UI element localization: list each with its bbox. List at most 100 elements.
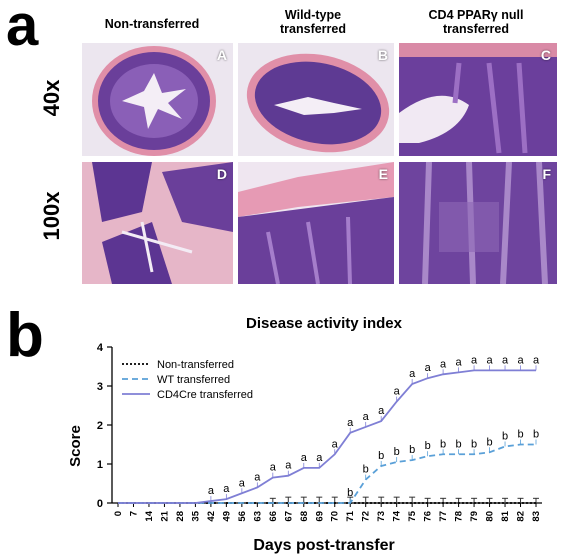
x-tick-label: 7 <box>128 511 139 516</box>
significance-label: a <box>223 483 230 495</box>
x-tick-label: 74 <box>392 510 403 521</box>
significance-label: a <box>486 354 493 366</box>
series-1: bbb b b b b b b b b b b <box>118 429 539 504</box>
x-tick-label: 63 <box>252 511 263 522</box>
significance-label: b <box>409 444 415 456</box>
colon-tissue-image <box>399 162 557 284</box>
tile-letter: C <box>540 47 551 63</box>
significance-label: a <box>332 438 339 450</box>
significance-label: a <box>440 358 447 370</box>
significance-label: a <box>456 356 463 368</box>
x-tick-label: 76 <box>423 511 434 522</box>
x-tick-label: 83 <box>531 511 542 522</box>
y-tick-label: 2 <box>97 420 103 432</box>
chart-title: Disease activity index <box>246 315 403 332</box>
significance-label: b <box>440 438 446 450</box>
significance-label: b <box>517 429 523 441</box>
significance-label: b <box>471 438 477 450</box>
x-tick-label: 81 <box>500 510 511 521</box>
micrograph-tile-b: B <box>238 43 394 156</box>
x-tick-label: 56 <box>237 511 248 522</box>
series-line <box>118 369 536 504</box>
tile-letter: A <box>216 47 227 63</box>
column-header-line: transferred <box>280 22 346 36</box>
significance-label: b <box>347 487 353 499</box>
tile-letter: F <box>542 166 551 182</box>
y-tick-label: 1 <box>97 459 103 471</box>
tile-letter: B <box>377 47 388 63</box>
micrograph-tile-e: E <box>238 162 394 284</box>
micrograph-tile-d: D <box>82 162 233 284</box>
significance-label: b <box>425 440 431 452</box>
x-tick-label: 77 <box>438 511 449 522</box>
tile-letter: D <box>216 166 227 182</box>
x-tick-label: 35 <box>190 510 201 521</box>
significance-label: b <box>486 436 492 448</box>
x-tick-label: 0 <box>113 511 124 516</box>
y-tick-label: 3 <box>97 381 103 393</box>
significance-label: b <box>363 464 369 476</box>
y-axis-label: Score <box>67 425 84 467</box>
significance-label: a <box>208 485 215 497</box>
significance-label: a <box>347 417 354 429</box>
legend-label: WT transferred <box>157 374 230 386</box>
series-2: a a a aa aa aaa a aaa a a a a a a a a <box>118 354 540 504</box>
series-line <box>118 443 536 504</box>
micrograph-tile-f: F <box>399 162 557 284</box>
micrograph-tile-c: C <box>399 43 557 156</box>
x-tick-label: 68 <box>299 511 310 522</box>
significance-label: b <box>394 446 400 458</box>
x-tick-label: 73 <box>376 511 387 522</box>
colon-tissue-image <box>238 162 394 284</box>
significance-label: a <box>471 354 478 366</box>
micrograph-tile-a: A <box>82 43 233 156</box>
x-tick-label: 78 <box>454 511 465 522</box>
significance-label: a <box>425 362 432 374</box>
column-header-line: transferred <box>443 22 509 36</box>
x-tick-label: 69 <box>314 511 325 522</box>
x-tick-label: 28 <box>175 511 186 522</box>
x-tick-label: 72 <box>361 511 372 522</box>
significance-label: b <box>502 430 508 442</box>
column-header-line: CD4 PPARγ null <box>428 8 524 22</box>
x-tick-label: 14 <box>144 510 155 521</box>
x-tick-label: 75 <box>407 510 418 521</box>
column-header-wild-type: Wild-type transferred <box>238 8 388 36</box>
significance-label: a <box>239 477 246 489</box>
significance-label: a <box>409 368 416 380</box>
x-tick-label: 67 <box>283 511 294 522</box>
colon-cross-section-image <box>399 43 557 156</box>
colon-tissue-image <box>82 162 233 284</box>
y-tick-label: 4 <box>97 342 104 354</box>
x-tick-label: 49 <box>221 511 232 522</box>
panel-b-letter: b <box>6 301 44 370</box>
x-axis-label: Days post-transfer <box>253 537 394 554</box>
colon-cross-section-image <box>238 43 394 156</box>
chart-series: bbb b b b b b b b b b ba a a aa aa aaa a aaa a a a a a a a a <box>118 354 540 504</box>
significance-label: a <box>285 460 292 472</box>
x-tick-label: 42 <box>206 511 217 522</box>
significance-label: a <box>316 452 323 464</box>
x-tick-label: 80 <box>485 511 496 522</box>
significance-label: a <box>502 354 509 366</box>
column-header-line: Non-transferred <box>104 17 200 31</box>
row-label-40x: 40x <box>39 79 64 117</box>
column-header-cd4-null: CD4 PPARγ null transferred <box>396 8 556 36</box>
x-tick-label: 71 <box>345 510 356 521</box>
significance-label: a <box>378 405 385 417</box>
significance-label: b <box>456 438 462 450</box>
significance-label: a <box>517 354 524 366</box>
x-tick-label: 82 <box>516 511 527 522</box>
x-tick-label: 21 <box>159 510 170 521</box>
column-header-line: Wild-type <box>284 8 342 22</box>
x-tick-label: 66 <box>268 511 279 522</box>
colon-cross-section-image <box>82 43 233 156</box>
chart-legend: Non-transferred WT transferred CD4Cre tran… <box>122 359 253 401</box>
significance-label: a <box>270 462 277 474</box>
significance-label: a <box>301 452 308 464</box>
significance-label: a <box>394 386 401 398</box>
x-tick-label: 70 <box>330 511 341 522</box>
tile-letter: E <box>378 166 388 182</box>
significance-label: b <box>378 450 384 462</box>
column-header-non-transferred: Non-transferred <box>82 17 222 31</box>
